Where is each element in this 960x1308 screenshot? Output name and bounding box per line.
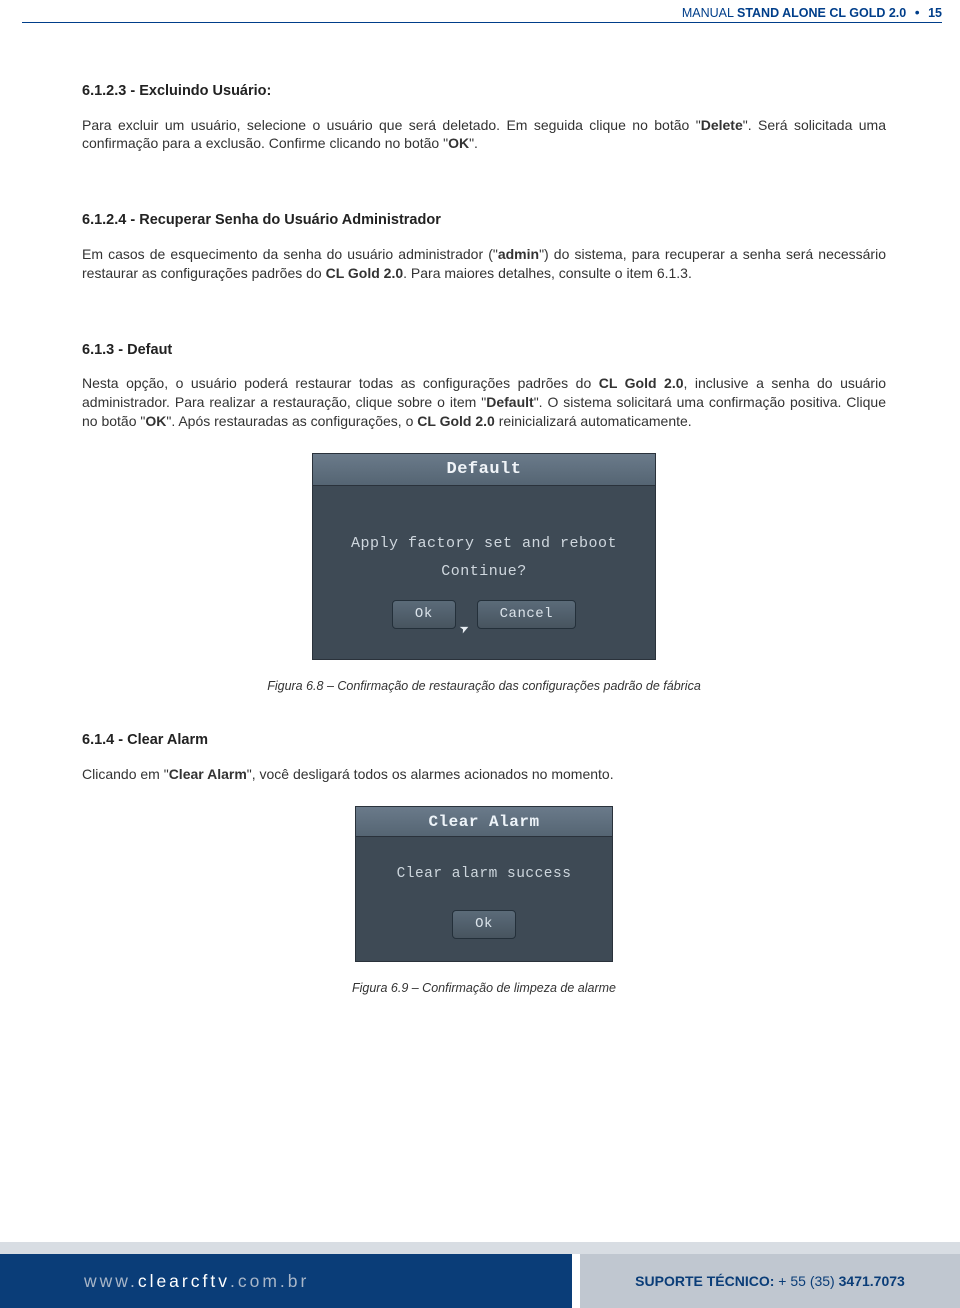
ok-button[interactable]: Ok	[452, 910, 516, 939]
dialog-default-line1: Apply factory set and reboot	[323, 534, 645, 554]
section-6-1-2-4-title: 6.1.2.4 - Recuperar Senha do Usuário Adm…	[82, 211, 886, 231]
dialog-clear-alarm-button-row: Ok	[366, 910, 602, 939]
cursor-icon: ➤	[457, 619, 475, 643]
footer-phone-prefix: + 55 (35)	[778, 1273, 838, 1289]
ok-button[interactable]: Ok	[392, 600, 456, 629]
cancel-button[interactable]: Cancel	[477, 600, 576, 629]
dialog-default-title: Default	[313, 454, 655, 486]
dialog-default-body: Apply factory set and reboot Continue? O…	[313, 486, 655, 659]
section-6-1-2-3-title: 6.1.2.3 - Excluindo Usuário:	[82, 82, 886, 102]
content-area: 6.1.2.3 - Excluindo Usuário: Para exclui…	[0, 0, 960, 1097]
manual-page: MANUAL STAND ALONE CL GOLD 2.0 • 15 6.1.…	[0, 0, 960, 1308]
page-header: MANUAL STAND ALONE CL GOLD 2.0 • 15	[682, 4, 942, 20]
figure-6-9-caption: Figura 6.9 – Confirmação de limpeza de a…	[82, 980, 886, 997]
section-6-1-2-3-para: Para excluir um usuário, selecione o usu…	[82, 116, 886, 154]
section-6-1-2-4-para: Em casos de esquecimento da senha do usu…	[82, 245, 886, 283]
page-footer: www. clearcftv .com.br SUPORTE TÉCNICO: …	[0, 1254, 960, 1308]
dialog-clear-alarm: Clear Alarm Clear alarm success Ok	[355, 806, 613, 962]
dialog-default: Default Apply factory set and reboot Con…	[312, 453, 656, 660]
section-6-1-4-title: 6.1.4 - Clear Alarm	[82, 731, 886, 751]
dialog-clear-alarm-wrap: Clear Alarm Clear alarm success Ok	[82, 806, 886, 962]
footer-url-prefix: www.	[84, 1271, 138, 1292]
footer-support: SUPORTE TÉCNICO: + 55 (35) 3471.7073	[580, 1254, 960, 1308]
footer-support-label: SUPORTE TÉCNICO:	[635, 1273, 774, 1289]
footer-top-band	[0, 1242, 960, 1254]
footer-url-suffix: .com.br	[230, 1271, 309, 1292]
footer-divider	[572, 1254, 580, 1308]
dialog-default-line2: Continue?	[323, 562, 645, 582]
header-dot: •	[910, 4, 925, 20]
dialog-default-wrap: Default Apply factory set and reboot Con…	[82, 453, 886, 660]
header-rule	[22, 22, 942, 23]
section-6-1-3-para: Nesta opção, o usuário poderá restaurar …	[82, 374, 886, 431]
header-title: STAND ALONE CL GOLD 2.0	[737, 6, 906, 20]
section-6-1-3-title: 6.1.3 - Defaut	[82, 341, 886, 361]
section-6-1-4-para: Clicando em "Clear Alarm", você desligar…	[82, 765, 886, 784]
dialog-clear-alarm-body: Clear alarm success Ok	[356, 837, 612, 961]
footer-phone-bold: 3471.7073	[839, 1273, 905, 1289]
dialog-clear-alarm-msg: Clear alarm success	[366, 865, 602, 885]
figure-6-8-caption: Figura 6.8 – Confirmação de restauração …	[82, 678, 886, 695]
header-page-number: 15	[928, 6, 942, 20]
dialog-default-button-row: Ok Cancel ➤	[323, 600, 645, 629]
header-prefix: MANUAL	[682, 6, 734, 20]
footer-url: www. clearcftv .com.br	[0, 1254, 572, 1308]
footer-url-main: clearcftv	[138, 1271, 230, 1292]
dialog-clear-alarm-title: Clear Alarm	[356, 807, 612, 837]
